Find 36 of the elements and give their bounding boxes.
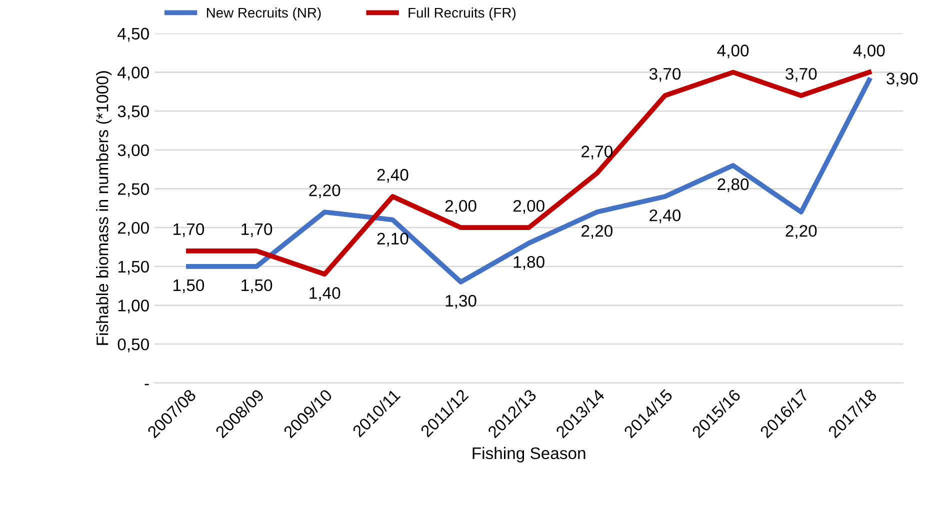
y-tick-label: 3,00 (118, 144, 149, 158)
x-axis-title: Fishing Season (472, 446, 586, 462)
data-label: 1,80 (514, 256, 544, 270)
data-label: 3,70 (649, 68, 681, 82)
data-label: 2,20 (582, 224, 612, 239)
data-label: 3,90 (886, 72, 918, 86)
y-tick-label: 1,50 (118, 260, 149, 275)
data-label: 2,20 (786, 224, 817, 239)
data-label: 3,70 (786, 68, 817, 82)
data-label: 4,00 (853, 44, 885, 58)
data-label: 2,40 (377, 168, 408, 183)
y-tick-label: 2,50 (118, 183, 149, 197)
data-label: 2,00 (513, 200, 544, 214)
data-label: 2,70 (582, 146, 612, 160)
legend-label: New Recruits (NR) (206, 7, 321, 20)
data-label: 2,80 (718, 178, 749, 192)
data-label: 1,70 (242, 223, 272, 238)
legend-label: Full Recruits (FR) (408, 7, 516, 20)
y-axis-title: Fishable biomass in numbers (*1000) (96, 71, 112, 345)
data-label: 1,70 (174, 223, 204, 238)
data-label: 1,40 (310, 287, 340, 301)
y-tick-label: 4,00 (118, 66, 149, 80)
data-label: 2,40 (650, 209, 681, 224)
y-tick-label: 3,50 (118, 105, 149, 120)
data-label: 1,50 (242, 279, 272, 294)
data-label: 2,10 (377, 232, 408, 247)
y-tick-label: 2,00 (118, 222, 149, 236)
data-label: 2,20 (309, 184, 340, 198)
y-tick-label: 0,50 (118, 338, 149, 352)
data-label: 1,30 (446, 294, 476, 309)
y-tick-label: 1,00 (118, 300, 149, 314)
data-label: 4,00 (717, 44, 749, 58)
y-tick-label: 4,50 (118, 28, 149, 42)
data-label: 2,00 (445, 200, 476, 214)
data-label: 1,50 (174, 279, 204, 294)
y-tick-label: - (144, 384, 149, 386)
